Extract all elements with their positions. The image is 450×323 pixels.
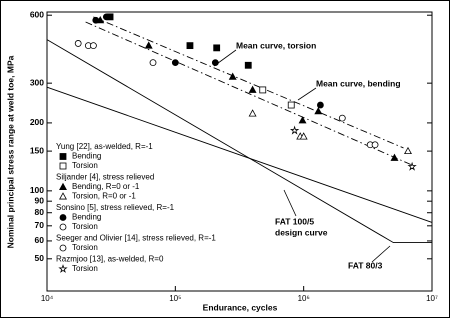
legend-group: Razmjoo [13], as-welded, R=0 — [56, 255, 164, 264]
y-tick-label: 60 — [35, 235, 45, 245]
data-point — [211, 59, 219, 67]
data-point — [314, 107, 323, 115]
legend-label: Bending, R=0 or -1 — [72, 182, 140, 191]
data-point — [289, 125, 300, 135]
curve — [93, 16, 404, 149]
legend-label: Torsion — [72, 264, 98, 273]
y-tick-label: 70 — [35, 220, 45, 230]
legend-label: Torsion — [72, 243, 98, 252]
legend-group: Seeger and Olivier [14], stress relieved… — [56, 234, 216, 243]
legend-label: Bending — [72, 152, 101, 161]
legend-marker — [59, 192, 67, 200]
y-tick-label: 100 — [30, 185, 44, 195]
curve — [46, 86, 433, 223]
data-point — [102, 13, 110, 21]
data-point — [171, 59, 179, 67]
arrow — [283, 189, 297, 217]
curve-label: FAT 80/3 — [348, 260, 383, 270]
data-point — [404, 146, 412, 155]
data-point — [213, 44, 221, 52]
data-point — [248, 109, 257, 117]
data-point — [390, 153, 399, 161]
y-tick-label: 90 — [35, 195, 45, 205]
legend-label: Torsion, R=0 or -1 — [72, 192, 136, 201]
legend-marker — [59, 214, 67, 221]
y-tick-label: 600 — [30, 9, 44, 19]
data-point — [186, 42, 194, 50]
data-point — [259, 86, 267, 94]
curve-label: FAT 100/5 — [275, 216, 314, 226]
curve-label: design curve — [275, 227, 328, 237]
data-point — [90, 42, 97, 50]
legend-label: Torsion — [72, 222, 98, 231]
data-point — [299, 132, 308, 140]
curve — [85, 21, 413, 166]
data-point — [144, 41, 153, 49]
arrow — [371, 245, 391, 263]
y-tick-label: 200 — [30, 117, 44, 127]
data-point — [92, 16, 100, 24]
data-point — [149, 59, 157, 67]
legend-group: Siljander [4], stress relieved — [56, 173, 154, 182]
legend-marker — [59, 223, 67, 231]
curve-label: Mean curve, torsion — [236, 40, 316, 50]
data-point — [371, 141, 379, 149]
legend-marker — [59, 162, 67, 170]
data-point — [338, 114, 346, 122]
curve-label: Mean curve, bending — [316, 78, 401, 88]
legend-marker — [59, 244, 67, 252]
x-tick-label: 10⁷ — [426, 294, 438, 303]
y-axis-label: Nominal principal stress range at weld t… — [5, 55, 15, 248]
data-point — [244, 61, 252, 69]
legend-label: Bending — [72, 213, 101, 222]
data-point — [298, 116, 307, 124]
data-point — [74, 40, 82, 47]
y-tick-label: 300 — [30, 77, 44, 87]
y-tick-label: 80 — [35, 207, 45, 217]
x-tick-label: 10⁵ — [169, 294, 181, 303]
data-point — [248, 85, 257, 93]
data-point — [407, 161, 417, 171]
legend-marker — [59, 153, 67, 160]
y-tick-label: 150 — [30, 145, 44, 155]
data-point — [316, 101, 324, 109]
data-point — [287, 101, 295, 109]
legend-group: Sonsino [5], stress relieved, R=-1 — [56, 203, 175, 212]
y-tick-label: 50 — [35, 253, 45, 263]
legend-marker — [59, 182, 67, 190]
legend-marker — [58, 264, 68, 273]
x-tick-label: 10⁶ — [298, 294, 310, 303]
legend-group: Yung [22], as-welded, R=-1 — [56, 142, 153, 151]
curve — [46, 39, 432, 244]
x-tick-label: 10⁴ — [41, 294, 54, 303]
x-axis-label: Endurance, cycles — [203, 302, 278, 312]
arrow — [297, 87, 317, 101]
data-point — [228, 72, 237, 80]
legend-label: Torsion — [72, 161, 98, 170]
